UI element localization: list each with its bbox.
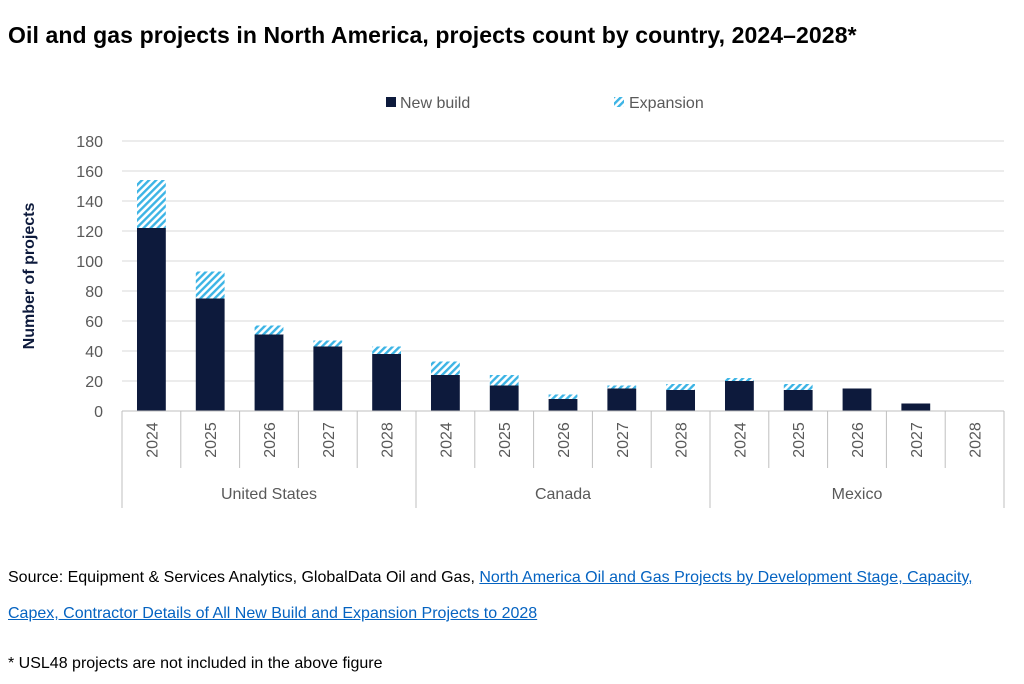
group-label: Mexico <box>832 486 883 503</box>
x-tick-label: 2024 <box>438 422 455 458</box>
x-tick-label: 2026 <box>850 422 867 458</box>
bar-expansion <box>254 325 284 335</box>
bar-expansion <box>607 385 637 389</box>
bar-new-build <box>842 388 872 411</box>
y-tick-label: 40 <box>85 344 103 361</box>
legend-expansion-label: Expansion <box>629 95 704 112</box>
source-note: Source: Equipment & Services Analytics, … <box>8 560 1018 632</box>
y-axis-label: Number of projects <box>21 203 38 350</box>
legend-expansion: Expansion <box>614 95 704 112</box>
group-label: United States <box>221 486 317 503</box>
chart-title: Oil and gas projects in North America, p… <box>8 22 857 48</box>
source-report-link[interactable]: North America Oil and Gas Projects by De… <box>8 569 973 622</box>
bar-new-build <box>254 334 284 411</box>
bar-expansion <box>783 384 813 390</box>
bar-expansion <box>430 361 460 375</box>
legend-expansion-swatch <box>614 97 624 107</box>
legend-new-build: New build <box>386 95 470 112</box>
x-tick-label: 2028 <box>674 422 691 458</box>
x-tick-label: 2024 <box>732 422 749 458</box>
bar-new-build <box>136 228 166 411</box>
x-tick-label: 2028 <box>968 422 985 458</box>
y-tick-label: 0 <box>94 404 103 421</box>
y-tick-label: 80 <box>85 284 103 301</box>
group-label: Canada <box>535 486 591 503</box>
y-tick-label: 180 <box>76 134 103 151</box>
legend-new-build-swatch <box>386 97 396 107</box>
x-tick-label: 2026 <box>556 422 573 458</box>
x-tick-label: 2027 <box>321 422 338 458</box>
footnote: * USL48 projects are not included in the… <box>8 655 383 672</box>
bars <box>136 180 931 411</box>
x-axis: 2024 2025 2026 2027 2028 United States 2024 202… <box>121 410 1005 508</box>
x-tick-label: 2027 <box>909 422 926 458</box>
y-axis-ticks: 0 20 40 60 80 100 120 140 160 180 <box>76 134 103 421</box>
chart: New build Expansion 0 20 40 60 80 100 120 140 160… <box>21 95 1005 508</box>
bar-new-build <box>607 388 637 411</box>
bar-new-build <box>313 346 343 411</box>
x-tick-label: 2025 <box>203 422 220 458</box>
bar-expansion <box>489 375 519 386</box>
bar-new-build <box>548 399 578 411</box>
bar-new-build <box>430 375 460 411</box>
source-prefix: Source: Equipment & Services Analytics, … <box>8 569 480 586</box>
bar-expansion <box>372 346 402 354</box>
x-tick-label: 2026 <box>262 422 279 458</box>
bar-new-build <box>901 403 931 411</box>
gridlines <box>122 140 1004 412</box>
legend-new-build-label: New build <box>400 95 470 112</box>
bar-new-build <box>195 298 225 411</box>
y-tick-label: 20 <box>85 374 103 391</box>
bar-expansion <box>548 394 578 399</box>
y-tick-label: 120 <box>76 224 103 241</box>
bar-new-build <box>489 385 519 411</box>
legend: New build Expansion <box>386 95 704 112</box>
y-tick-label: 140 <box>76 194 103 211</box>
bar-new-build <box>724 381 754 411</box>
x-tick-label: 2024 <box>144 422 161 458</box>
y-tick-label: 160 <box>76 164 103 181</box>
bar-expansion <box>666 384 696 390</box>
bar-expansion <box>724 378 754 381</box>
bar-new-build <box>783 390 813 411</box>
x-tick-label: 2025 <box>791 422 808 458</box>
x-tick-label: 2025 <box>497 422 514 458</box>
x-tick-label: 2027 <box>615 422 632 458</box>
y-tick-label: 60 <box>85 314 103 331</box>
bar-expansion <box>136 180 166 228</box>
x-tick-label: 2028 <box>380 422 397 458</box>
bar-expansion <box>195 271 225 299</box>
y-tick-label: 100 <box>76 254 103 271</box>
bar-expansion <box>313 340 343 347</box>
bar-new-build <box>666 390 696 411</box>
bar-new-build <box>372 354 402 411</box>
